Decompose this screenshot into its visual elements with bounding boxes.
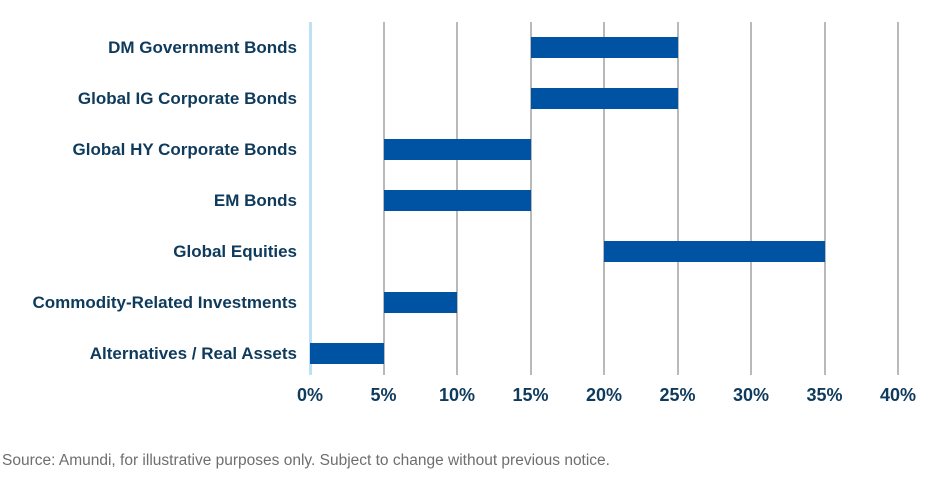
range-bar <box>383 138 531 160</box>
x-tick-label: 20% <box>585 385 623 405</box>
gridline <box>897 22 899 375</box>
x-tick-label: 40% <box>879 385 917 405</box>
gridline <box>603 22 605 375</box>
x-tick-label: 15% <box>512 385 549 405</box>
category-label: Global IG Corporate Bonds <box>77 88 297 108</box>
x-tick-label: 0% <box>296 385 323 405</box>
category-label: DM Government Bonds <box>108 37 297 57</box>
range-bar <box>383 189 531 211</box>
category-label: Global HY Corporate Bonds <box>72 139 298 159</box>
gridline <box>676 22 679 375</box>
plot-area: 0% 5% 10% 15% 20% 25% 30% 35% 40% DM Government B… <box>32 22 917 405</box>
range-bar <box>383 291 457 313</box>
source-note: Source: Amundi, for illustrative purpose… <box>2 452 610 469</box>
range-bar <box>530 87 678 109</box>
x-tick-label: 35% <box>806 385 843 405</box>
category-label: Global Equities <box>173 241 297 261</box>
x-tick-label: 5% <box>370 385 397 405</box>
range-bar <box>530 36 678 58</box>
category-label: Alternatives / Real Assets <box>89 343 297 363</box>
x-tick-label: 30% <box>732 385 770 405</box>
category-label: EM Bonds <box>213 190 297 210</box>
range-bar <box>310 342 384 364</box>
gridline <box>823 22 826 375</box>
category-label: Commodity-Related Investments <box>32 292 298 312</box>
x-tick-label: 25% <box>659 385 696 405</box>
x-tick-label: 10% <box>438 385 476 405</box>
zero-axis-line <box>308 22 312 375</box>
gridline <box>750 22 752 375</box>
gridline <box>529 22 532 375</box>
range-bar <box>604 240 825 262</box>
